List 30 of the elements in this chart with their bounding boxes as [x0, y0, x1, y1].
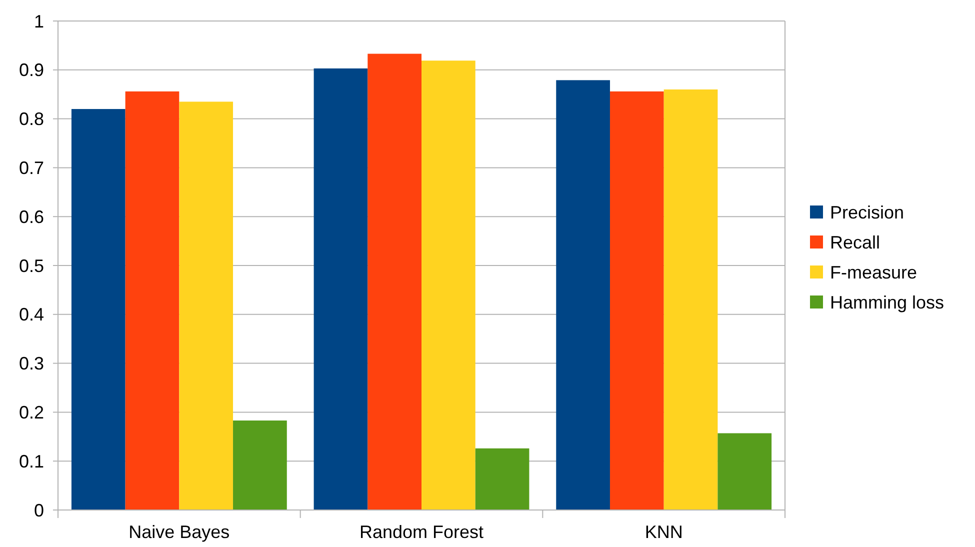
y-tick-label: 0.8: [18, 109, 44, 130]
y-tick-label: 0.3: [18, 354, 44, 374]
y-tick-label: 0.9: [18, 60, 44, 80]
bar: [125, 91, 180, 510]
legend-label: F-measure: [830, 262, 918, 282]
bar: [475, 448, 530, 510]
bar: [556, 80, 610, 510]
x-tick-label: Random Forest: [359, 522, 484, 542]
bar: [610, 91, 664, 510]
bar: [368, 54, 422, 510]
y-tick-label: 0: [34, 500, 44, 520]
y-tick-label: 0.5: [18, 256, 44, 276]
bar: [422, 60, 476, 510]
legend-label: Hamming loss: [830, 292, 944, 312]
bar: [314, 68, 368, 510]
bar: [71, 109, 126, 510]
legend-label: Recall: [830, 232, 880, 252]
bar: [718, 433, 772, 510]
y-tick-label: 0.2: [18, 402, 44, 422]
x-tick-label: KNN: [644, 522, 683, 542]
x-tick-label: Naive Bayes: [128, 522, 230, 542]
legend-label: Precision: [830, 202, 904, 222]
y-tick-label: 0.1: [18, 451, 44, 472]
bar: [179, 102, 234, 510]
y-tick-label: 0.7: [18, 158, 44, 178]
y-tick-label: 1: [34, 11, 44, 32]
y-tick-label: 0.6: [18, 206, 44, 227]
bar: [233, 420, 287, 510]
y-tick-label: 0.4: [18, 304, 44, 325]
bar: [664, 89, 718, 510]
